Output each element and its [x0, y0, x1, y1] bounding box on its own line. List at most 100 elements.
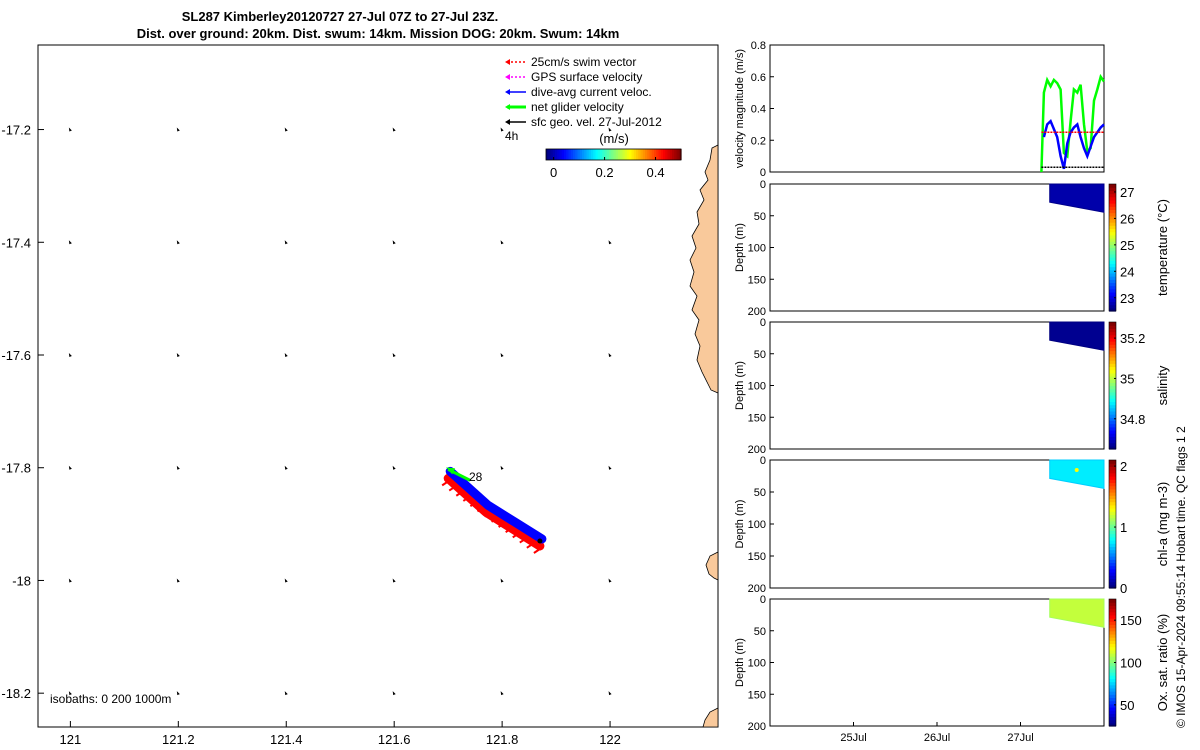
- colorbar-tick-label: 26: [1120, 211, 1134, 226]
- colorbar-segment: [1109, 279, 1116, 284]
- colorbar-segment: [1109, 706, 1116, 711]
- colorbar-segment: [1109, 285, 1116, 290]
- geo-velocity-arrow: [392, 240, 396, 245]
- colorbar-segment: [1109, 304, 1116, 309]
- profile-data-block: [1049, 183, 1105, 213]
- colorbar-segment: [1109, 282, 1116, 287]
- map-axes-box: [37, 44, 719, 728]
- legend-label: GPS surface velocity: [531, 70, 642, 84]
- y-tick-label: -17.2: [1, 123, 31, 138]
- colorbar-segment: [627, 149, 630, 160]
- colorbar-segment: [1109, 366, 1116, 371]
- legend-time-label: 4h: [505, 129, 518, 143]
- colorbar-segment: [1109, 495, 1116, 499]
- colorbar-segment: [1109, 439, 1116, 444]
- colorbar-segment: [1109, 472, 1116, 477]
- y-tick-label: 100: [748, 658, 766, 670]
- colorbar-segment: [1109, 581, 1116, 586]
- colorbar-tick-label: 100: [1120, 656, 1142, 671]
- colorbar-segment: [1109, 492, 1116, 496]
- colorbar-segment: [1109, 433, 1116, 437]
- colorbar-segment: [667, 149, 671, 160]
- y-tick-label: 0: [760, 455, 766, 467]
- colorbar-segment: [678, 149, 682, 160]
- colorbar-segment: [618, 149, 621, 160]
- colorbar-segment: [1109, 463, 1116, 467]
- geo-velocity-arrow: [608, 127, 612, 132]
- colorbar-label: salinity: [1155, 365, 1170, 405]
- colorbar-segment: [575, 149, 579, 160]
- y-tick-label: 50: [754, 626, 766, 638]
- colorbar-segment: [622, 149, 626, 160]
- colorbar-segment: [1109, 533, 1116, 538]
- geo-velocity-arrow: [176, 127, 180, 132]
- y-tick-label: -17.6: [1, 348, 31, 363]
- velocity-axes-box: [769, 44, 1105, 173]
- profile-panels: 0 0.2 0.4 0.6 0.8 velocity magnitude (m/s) 0 50…: [734, 40, 1170, 744]
- colorbar-tick-label: 150: [1120, 613, 1142, 628]
- depth-panel: 0 50 100 150 200 Depth (m) 50 100 150 Ox. sat. ra…: [734, 594, 1170, 744]
- colorbar-segment: [1109, 640, 1116, 645]
- colorbar-segment: [1109, 375, 1116, 380]
- colorbar-tick-label: 0: [550, 165, 557, 180]
- y-tick-label: 0.2: [751, 135, 766, 147]
- colorbar-tick-label: 34.8: [1120, 412, 1145, 427]
- colorbar-segment: [1109, 363, 1116, 368]
- colorbar-segment: [1109, 687, 1116, 692]
- colorbar-tick-label: 35.2: [1120, 331, 1145, 346]
- colorbar-segment: [1109, 678, 1116, 683]
- colorbar-segment: [631, 149, 635, 160]
- colorbar-segment: [1109, 401, 1116, 406]
- y-tick-label: 0.4: [751, 104, 766, 116]
- legend-arrowhead: [505, 104, 510, 110]
- colorbar-segment: [1109, 611, 1116, 616]
- colorbar-segment: [546, 149, 549, 160]
- colorbar-segment: [1109, 633, 1116, 638]
- colorbar-segment: [1109, 231, 1116, 236]
- colorbar-segment: [1109, 257, 1116, 261]
- legend-label: 25cm/s swim vector: [531, 55, 636, 69]
- geo-velocity-dots: [68, 127, 612, 696]
- legend-arrowhead: [505, 119, 510, 125]
- colorbar-segment: [561, 149, 565, 160]
- current-velocity-band: [445, 466, 547, 544]
- colorbar-tick-label: 0: [1120, 581, 1127, 596]
- x-tick-label: 26Jul: [924, 732, 950, 744]
- colorbar-segment: [1109, 572, 1116, 576]
- net-velocity-arrowhead: [446, 467, 456, 475]
- legend-label: dive-avg current veloc.: [531, 85, 652, 99]
- colorbar-segment: [1109, 460, 1116, 464]
- coastline-land-corner: [702, 707, 719, 728]
- colorbar-segment: [663, 149, 666, 160]
- colorbar-segment: [1109, 398, 1116, 402]
- isobaths-label: isobaths: 0 200 1000m: [50, 692, 171, 706]
- swim-vector-arrow: [533, 548, 541, 554]
- colorbar-segment: [1109, 442, 1116, 447]
- colorbar-segment: [1109, 656, 1116, 660]
- depth-ylabel: Depth (m): [734, 638, 746, 687]
- colorbar-segment: [1109, 697, 1116, 702]
- colorbar-segment: [1109, 247, 1116, 252]
- colorbar-segment: [579, 149, 583, 160]
- colorbar-segment: [1109, 350, 1116, 355]
- geo-velocity-arrow: [608, 578, 612, 583]
- glider-track: [441, 466, 547, 554]
- swim-vector-arrow: [448, 485, 456, 492]
- depth-ylabel: Depth (m): [734, 223, 746, 272]
- colorbar-segment: [1109, 353, 1116, 358]
- colorbar-segment: [647, 149, 651, 160]
- swim-vector-band: [443, 473, 545, 551]
- depth-axes-box: [769, 598, 1105, 727]
- colorbar-segment: [1109, 307, 1116, 312]
- colorbar-segment: [1109, 288, 1116, 293]
- colorbar-segment: [615, 149, 619, 160]
- colorbar-segment: [1109, 719, 1116, 724]
- x-tick-label: 121.6: [378, 732, 411, 747]
- colorbar-segment: [1109, 469, 1116, 474]
- colorbar-segment: [642, 149, 646, 160]
- colorbar-segment: [1109, 488, 1116, 493]
- colorbar-segment: [1109, 608, 1116, 613]
- colorbar-segment: [1109, 646, 1116, 651]
- colorbar-segment: [1109, 407, 1116, 412]
- colorbar-segment: [609, 149, 612, 160]
